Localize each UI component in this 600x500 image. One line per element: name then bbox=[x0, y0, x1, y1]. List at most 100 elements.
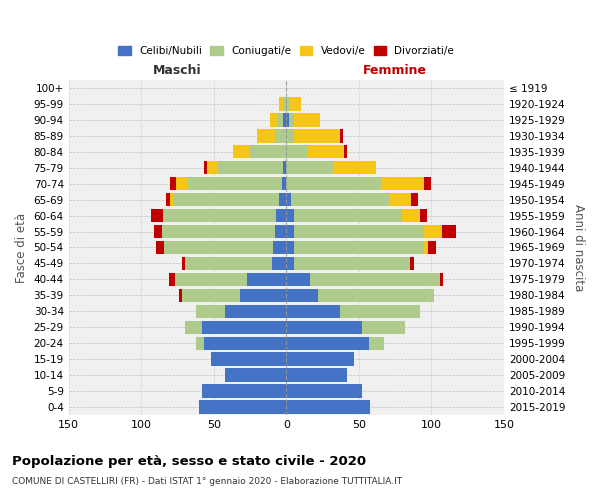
Bar bbox=[310, 272, 440, 286]
Bar bbox=[286, 113, 289, 126]
Bar bbox=[389, 193, 411, 206]
Bar bbox=[286, 304, 340, 318]
Bar bbox=[206, 161, 218, 174]
Bar bbox=[196, 336, 203, 350]
Bar bbox=[442, 224, 456, 238]
Bar bbox=[410, 256, 414, 270]
Bar bbox=[411, 193, 418, 206]
Bar bbox=[218, 161, 283, 174]
Bar bbox=[286, 400, 370, 414]
Bar bbox=[272, 256, 286, 270]
Bar bbox=[211, 352, 286, 366]
Bar bbox=[318, 288, 434, 302]
Bar bbox=[173, 193, 279, 206]
Bar bbox=[176, 177, 188, 190]
Bar bbox=[286, 288, 318, 302]
Bar bbox=[286, 161, 333, 174]
Bar bbox=[202, 384, 286, 398]
Bar bbox=[286, 240, 293, 254]
Bar bbox=[333, 161, 376, 174]
Bar bbox=[293, 209, 403, 222]
Bar bbox=[240, 288, 286, 302]
Bar bbox=[424, 177, 431, 190]
Bar bbox=[175, 272, 247, 286]
Bar bbox=[257, 129, 275, 142]
Bar bbox=[226, 304, 286, 318]
Bar bbox=[344, 145, 347, 158]
Bar bbox=[293, 256, 410, 270]
Bar bbox=[289, 97, 301, 110]
Bar bbox=[170, 193, 173, 206]
Bar bbox=[154, 224, 161, 238]
Bar bbox=[188, 177, 282, 190]
Bar bbox=[273, 240, 286, 254]
Bar bbox=[156, 240, 164, 254]
Bar bbox=[166, 193, 170, 206]
Text: Maschi: Maschi bbox=[153, 64, 202, 76]
Bar bbox=[286, 97, 289, 110]
Bar bbox=[424, 240, 428, 254]
Bar bbox=[293, 224, 424, 238]
Bar bbox=[293, 129, 340, 142]
Bar bbox=[286, 145, 308, 158]
Text: Femmine: Femmine bbox=[363, 64, 427, 76]
Bar bbox=[182, 288, 240, 302]
Bar bbox=[286, 320, 362, 334]
Bar bbox=[169, 272, 175, 286]
Bar bbox=[286, 209, 293, 222]
Bar bbox=[278, 113, 283, 126]
Bar bbox=[196, 304, 226, 318]
Bar bbox=[293, 113, 320, 126]
Bar bbox=[286, 224, 293, 238]
Bar bbox=[286, 193, 290, 206]
Bar bbox=[286, 177, 380, 190]
Bar bbox=[202, 320, 286, 334]
Bar bbox=[283, 161, 286, 174]
Bar bbox=[293, 240, 424, 254]
Bar bbox=[340, 304, 420, 318]
Bar bbox=[369, 336, 383, 350]
Bar bbox=[420, 209, 427, 222]
Bar bbox=[170, 177, 176, 190]
Bar bbox=[440, 272, 443, 286]
Bar bbox=[308, 145, 344, 158]
Bar bbox=[164, 240, 273, 254]
Bar bbox=[286, 368, 347, 382]
Bar bbox=[247, 272, 286, 286]
Bar bbox=[286, 336, 369, 350]
Bar bbox=[283, 97, 286, 110]
Bar bbox=[282, 177, 286, 190]
Legend: Celibi/Nubili, Coniugati/e, Vedovi/e, Divorziati/e: Celibi/Nubili, Coniugati/e, Vedovi/e, Di… bbox=[114, 42, 458, 60]
Y-axis label: Anni di nascita: Anni di nascita bbox=[572, 204, 585, 291]
Bar bbox=[199, 400, 286, 414]
Bar bbox=[289, 113, 293, 126]
Bar bbox=[203, 161, 206, 174]
Text: Popolazione per età, sesso e stato civile - 2020: Popolazione per età, sesso e stato civil… bbox=[12, 455, 366, 468]
Bar bbox=[424, 224, 442, 238]
Bar bbox=[275, 224, 286, 238]
Bar bbox=[290, 193, 389, 206]
Bar bbox=[226, 368, 286, 382]
Bar bbox=[275, 129, 286, 142]
Bar bbox=[286, 352, 355, 366]
Bar bbox=[380, 177, 424, 190]
Bar bbox=[179, 288, 182, 302]
Bar bbox=[283, 113, 286, 126]
Bar bbox=[362, 320, 405, 334]
Bar bbox=[286, 384, 362, 398]
Bar bbox=[271, 113, 278, 126]
Bar bbox=[403, 209, 420, 222]
Bar bbox=[203, 336, 286, 350]
Bar bbox=[279, 97, 283, 110]
Bar bbox=[161, 224, 275, 238]
Bar bbox=[279, 193, 286, 206]
Bar bbox=[428, 240, 436, 254]
Bar bbox=[286, 272, 310, 286]
Bar bbox=[276, 209, 286, 222]
Bar bbox=[340, 129, 343, 142]
Bar bbox=[233, 145, 250, 158]
Bar bbox=[182, 256, 185, 270]
Y-axis label: Fasce di età: Fasce di età bbox=[15, 212, 28, 282]
Bar bbox=[163, 209, 276, 222]
Bar bbox=[286, 256, 293, 270]
